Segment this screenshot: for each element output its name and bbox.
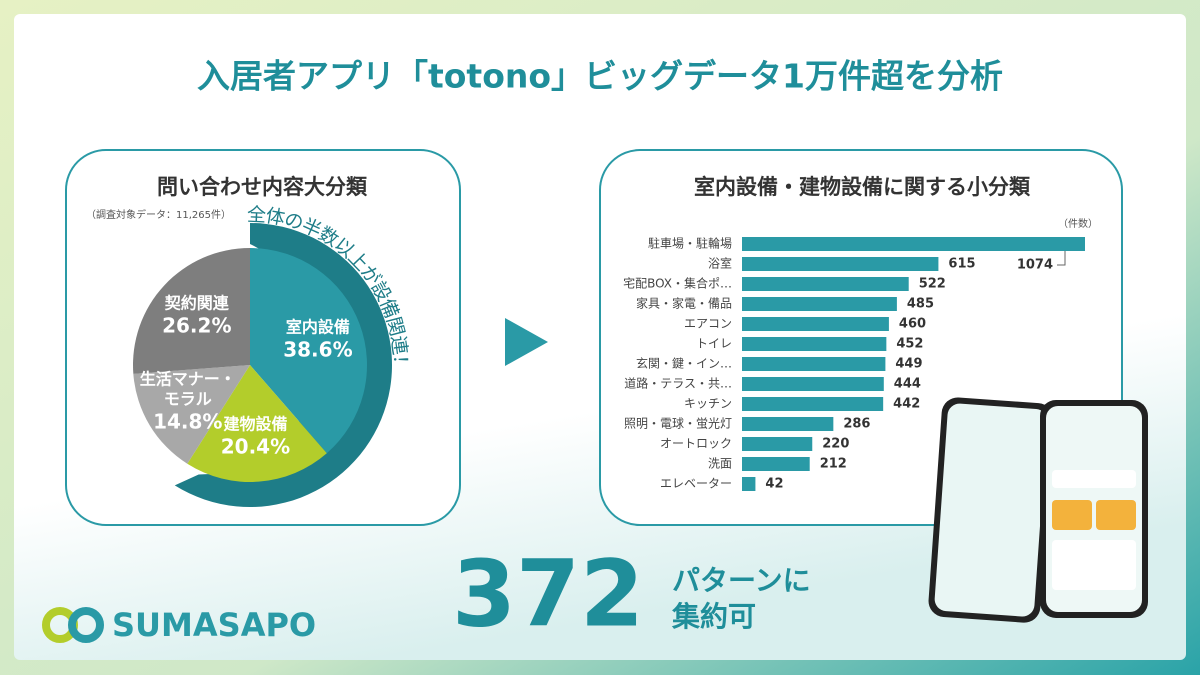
pie-slice	[187, 365, 327, 483]
bar	[742, 437, 813, 451]
pie-slice	[250, 248, 368, 454]
pie-label: 室内設備 38.6%	[270, 317, 366, 362]
value-label: 220	[822, 437, 849, 452]
category-label: エレベーター	[660, 477, 732, 491]
pie-slice	[133, 365, 250, 464]
category-label: 室内設備	[285, 317, 350, 337]
value-label: 449	[895, 357, 922, 372]
category-label: 契約関連	[164, 293, 229, 313]
category-label: 宅配BOX・集合ポ…	[623, 276, 732, 291]
value-label: 460	[899, 317, 926, 332]
value-label: 286	[843, 417, 870, 432]
category-label: 道路・テラス・共…	[624, 376, 732, 391]
value-label: 42	[765, 477, 783, 492]
leader-line	[1057, 251, 1066, 266]
value-label: 442	[893, 397, 920, 412]
bar	[742, 277, 909, 291]
unit-label: （件数）	[1058, 217, 1098, 230]
category-label: キッチン	[684, 397, 732, 411]
page-title: 入居者アプリ「totono」ビッグデータ1万件超を分析	[197, 57, 1003, 96]
logo-icon	[42, 607, 104, 643]
summary-number: 372	[452, 540, 644, 647]
category-label: 家具・家電・備品	[636, 296, 732, 311]
bar	[742, 357, 886, 371]
pie-label: 建物設備 20.4%	[207, 415, 303, 460]
bar	[742, 457, 810, 471]
category-label: 照明・電球・蛍光灯	[624, 417, 732, 431]
logo: SUMASAPO	[112, 606, 316, 644]
value-label: 38.6%	[283, 337, 353, 362]
bar	[742, 477, 756, 491]
value-label: 615	[948, 257, 975, 272]
bar	[742, 397, 884, 411]
value-label: 14.8%	[153, 409, 223, 434]
value-label: 485	[907, 297, 934, 312]
category-label: 洗面	[708, 457, 732, 471]
pie-label: 契約関連 26.2%	[149, 293, 245, 338]
category-label: トイレ	[696, 337, 732, 351]
pie-label: 生活マナー・モラル 14.8%	[140, 370, 236, 435]
value-label: 20.4%	[220, 434, 291, 459]
category-label: 駐車場・駐輪場	[648, 236, 732, 251]
category-label: 玄関・鍵・イン…	[636, 356, 732, 371]
phones	[928, 397, 1148, 623]
chart-title: 問い合わせ内容大分類	[157, 175, 368, 199]
value-label: 26.2%	[162, 313, 232, 338]
value-label: 212	[820, 457, 847, 472]
arrow	[505, 318, 548, 366]
bar	[742, 237, 1085, 251]
category-label: 建物設備	[223, 414, 288, 434]
pie-slice	[133, 248, 250, 374]
note: （調査対象データ：11,265件）	[86, 208, 231, 221]
summary-text: パターンに	[672, 564, 811, 597]
bar	[742, 377, 884, 391]
value-label: 1074	[1017, 258, 1053, 273]
summary-text: 集約可	[671, 600, 756, 633]
bar	[742, 337, 887, 351]
bar	[742, 417, 834, 431]
value-label: 522	[919, 277, 946, 292]
category-label: オートロック	[660, 437, 732, 451]
bar	[742, 257, 939, 271]
value-label: 452	[896, 337, 923, 352]
bar	[742, 297, 897, 311]
value-label: 444	[894, 377, 921, 392]
chart-title: 室内設備・建物設備に関する小分類	[694, 175, 1031, 199]
category-label: 浴室	[708, 256, 732, 271]
bar	[742, 317, 889, 331]
category-label: エアコン	[684, 317, 732, 331]
category-label: 生活マナー・モラル	[139, 369, 236, 409]
